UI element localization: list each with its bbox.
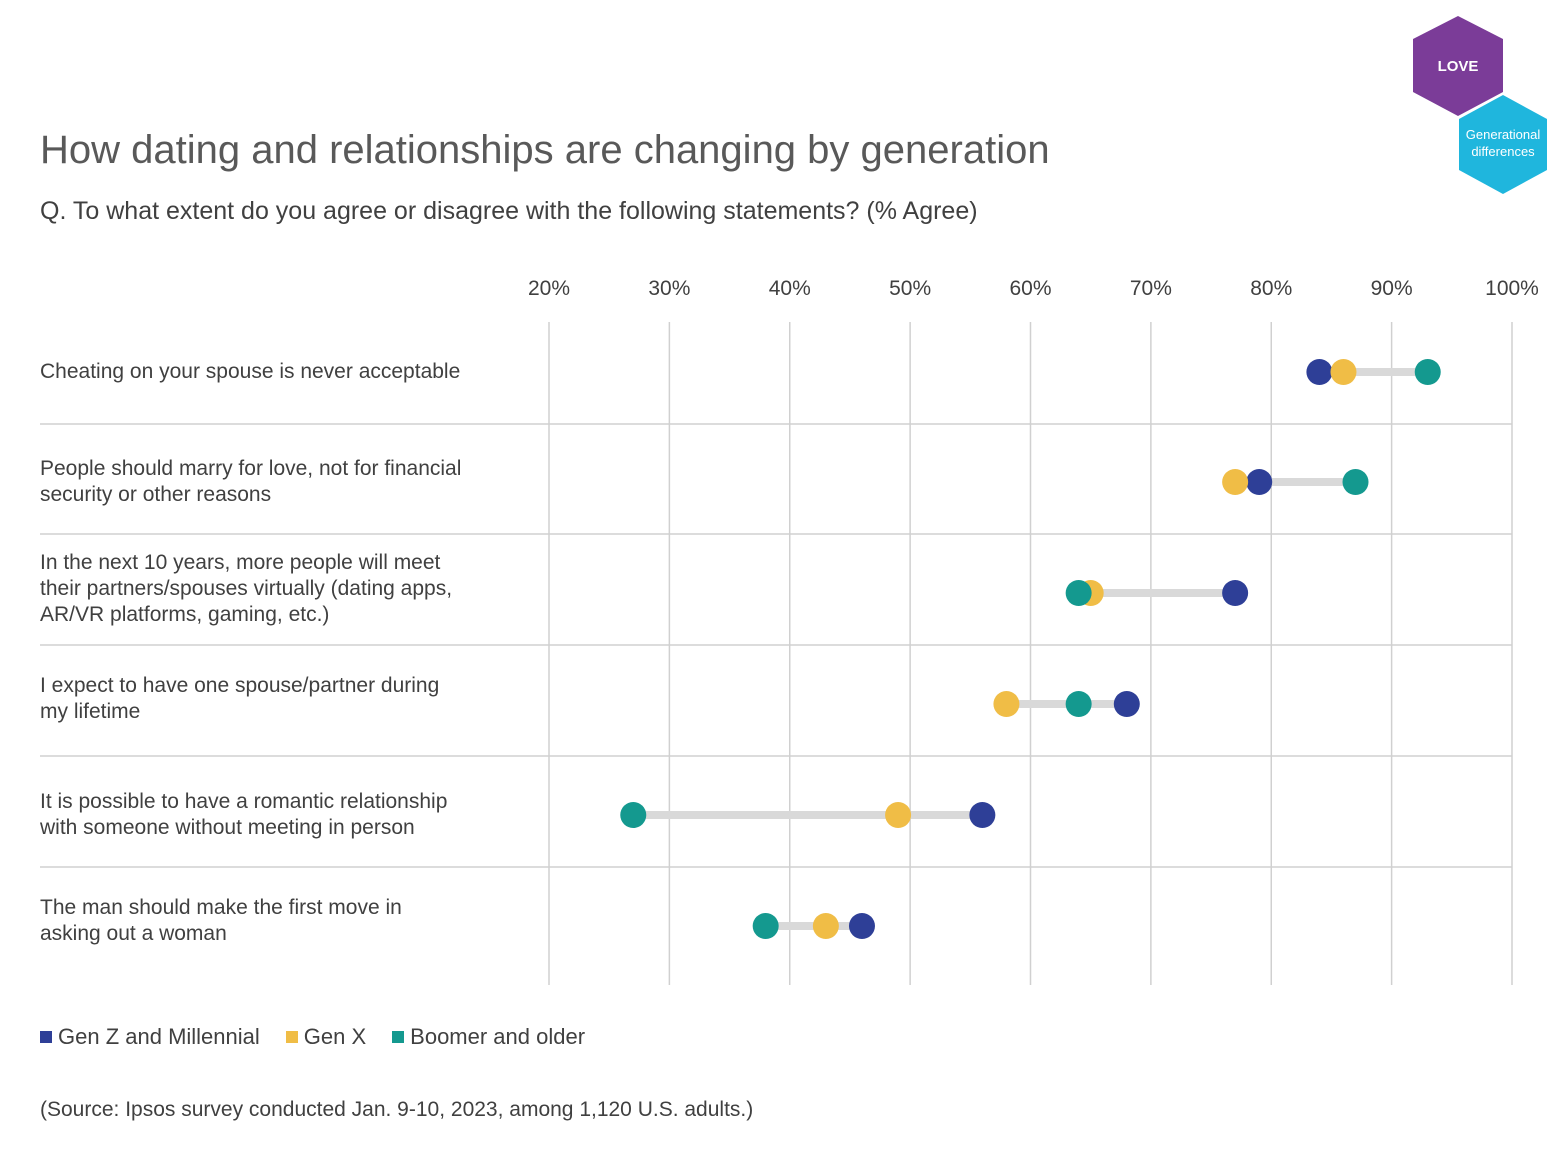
- legend-label-gen-z: Gen Z and Millennial: [58, 1024, 260, 1049]
- x-tick-label: 90%: [1371, 277, 1413, 300]
- legend-item-boomer: Boomer and older: [392, 1024, 585, 1050]
- row-label-line: In the next 10 years, more people will m…: [40, 551, 441, 574]
- data-point-gen-x: [1222, 469, 1249, 495]
- love-badge-label: LOVE: [1438, 58, 1479, 75]
- legend-item-gen-x: Gen X: [285, 1024, 367, 1050]
- x-tick-label: 50%: [889, 277, 931, 300]
- row-label-line: People should marry for love, not for fi…: [40, 457, 462, 480]
- row-label-line: Cheating on your spouse is never accepta…: [40, 360, 461, 383]
- row-label-line: security or other reasons: [40, 483, 272, 506]
- legend-item-gen-z: Gen Z and Millennial: [40, 1024, 260, 1050]
- data-point-gen-x: [812, 913, 839, 939]
- data-point-gen-z: [1222, 580, 1249, 606]
- row-label-line: asking out a woman: [40, 922, 227, 945]
- x-tick-label: 70%: [1130, 277, 1172, 300]
- dot-plot-chart: 20% 30% 40% 50% 60% 70% 80% 90% 100%: [40, 277, 1539, 985]
- row-label: It is possible to have a romantic relati…: [40, 789, 510, 841]
- row-label: In the next 10 years, more people will m…: [40, 550, 510, 628]
- row-label: People should marry for love, not for fi…: [40, 456, 510, 508]
- data-point-gen-z: [1246, 469, 1273, 495]
- data-point-gen-z: [969, 802, 996, 828]
- legend-swatch-gen-x: [285, 1031, 298, 1043]
- data-point-gen-x: [1330, 359, 1357, 385]
- row-label-line: It is possible to have a romantic relati…: [40, 790, 448, 813]
- generational-hexagon-icon: [1459, 95, 1547, 194]
- source-note: (Source: Ipsos survey conducted Jan. 9-1…: [40, 1098, 754, 1121]
- topic-badges: LOVE Generational differences: [1413, 16, 1547, 194]
- row-label: I expect to have one spouse/partner duri…: [40, 673, 510, 725]
- row-label: Cheating on your spouse is never accepta…: [40, 359, 510, 385]
- x-tick-label: 80%: [1250, 277, 1292, 300]
- legend-swatch-gen-z: [40, 1031, 52, 1043]
- legend-label-gen-x: Gen X: [303, 1024, 367, 1049]
- row-label-line: AR/VR platforms, gaming, etc.): [40, 603, 330, 626]
- row-label: The man should make the first move in as…: [40, 895, 510, 947]
- row-label-line: my lifetime: [40, 700, 141, 723]
- data-point-gen-x: [885, 802, 912, 828]
- chart-title: How dating and relationships are changin…: [40, 128, 1050, 172]
- x-tick-label: 20%: [528, 277, 570, 300]
- legend: Gen Z and Millennial Gen X Boomer and ol…: [40, 1024, 611, 1050]
- data-point-boomer: [752, 913, 779, 939]
- row-label-line: I expect to have one spouse/partner duri…: [40, 674, 440, 697]
- data-point-gen-x: [993, 691, 1020, 717]
- data-point-boomer: [1065, 691, 1092, 717]
- row-label-line: their partners/spouses virtually (dating…: [40, 577, 453, 600]
- chart-subtitle: Q. To what extent do you agree or disagr…: [40, 197, 978, 225]
- data-point-boomer: [1342, 469, 1369, 495]
- row-label-line: The man should make the first move in: [40, 896, 402, 919]
- data-point-gen-z: [1113, 691, 1140, 717]
- legend-swatch-boomer: [392, 1031, 405, 1043]
- x-tick-label: 60%: [1009, 277, 1051, 300]
- row-label-line: with someone without meeting in person: [40, 816, 415, 839]
- x-tick-label: 100%: [1485, 277, 1539, 300]
- x-tick-label: 30%: [648, 277, 690, 300]
- data-point-boomer: [1414, 359, 1441, 385]
- generational-badge-line2: differences: [1471, 144, 1535, 159]
- x-tick-label: 40%: [769, 277, 811, 300]
- love-hexagon-icon: [1413, 16, 1503, 116]
- data-point-boomer: [1065, 580, 1092, 606]
- generational-badge-line1: Generational: [1466, 127, 1541, 142]
- data-point-boomer: [620, 802, 647, 828]
- data-point-gen-z: [848, 913, 875, 939]
- legend-label-boomer: Boomer and older: [410, 1024, 586, 1049]
- data-point-gen-z: [1306, 359, 1333, 385]
